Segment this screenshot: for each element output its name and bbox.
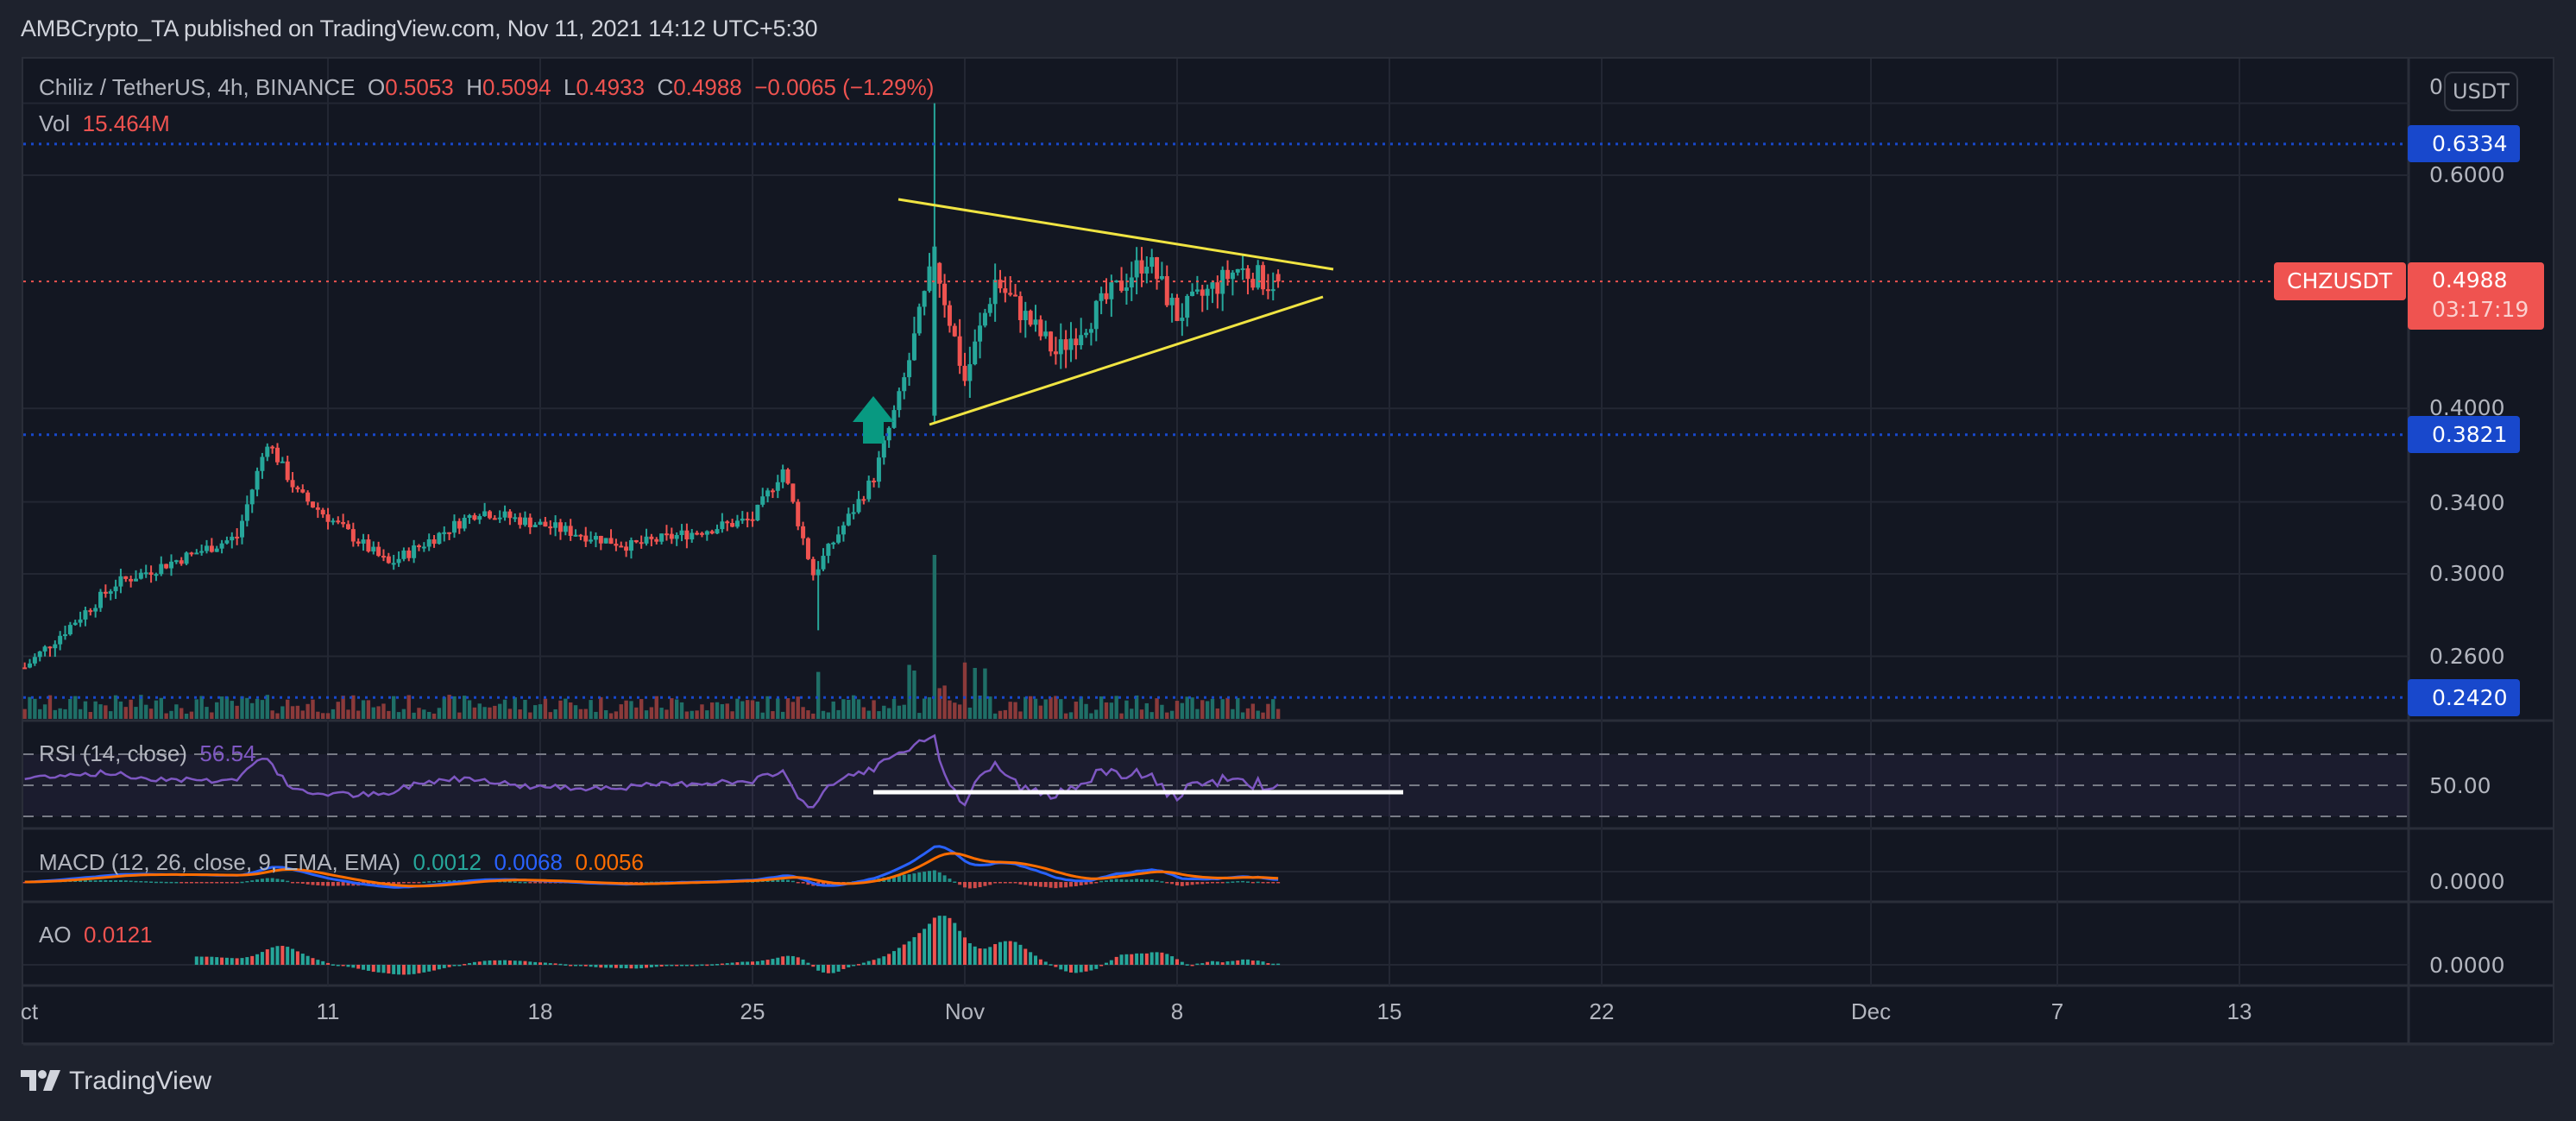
brand-name: TradingView (69, 1067, 212, 1095)
macd-hist-value: 0.0012 (413, 849, 482, 875)
macd-label[interactable]: MACD (12, 26, close, 9, EMA, EMA) (39, 849, 401, 875)
date-label: 7 (2050, 998, 2064, 1024)
volume-legend: Vol 15.464M (39, 110, 170, 137)
currency-button[interactable]: USDT (2444, 72, 2518, 111)
open-value: 0.5053 (385, 74, 454, 100)
symbol-legend: Chiliz / TetherUS, 4h, BINANCE O0.5053 H… (39, 74, 935, 100)
price-tick: 0.3000 (2429, 561, 2505, 586)
date-label: ct (20, 998, 39, 1024)
low-value: 0.4933 (576, 74, 645, 100)
rsi-axis-label: 50.00 (2429, 773, 2491, 798)
rsi-line (24, 734, 1279, 809)
price-tick: 0.3400 (2429, 490, 2505, 515)
publisher-header: AMBCrypto_TA published on TradingView.co… (21, 16, 818, 41)
rsi-value: 56.54 (199, 740, 256, 766)
change-value: −0.0065 (−1.29%) (754, 74, 935, 100)
date-label: 11 (316, 998, 340, 1024)
level-tag-0.6334[interactable]: 0.6334 (2408, 125, 2520, 162)
bar-countdown: 03:17:19 (2432, 297, 2529, 322)
symbol-price-tag[interactable]: CHZUSDT (2274, 262, 2406, 300)
date-label: 13 (2226, 998, 2252, 1024)
volume-value: 15.464M (82, 110, 170, 136)
price-tick: 0.2600 (2429, 644, 2505, 669)
ao-value: 0.0121 (84, 922, 153, 948)
last-price-tag[interactable]: 0.4988 03:17:19 (2408, 262, 2544, 330)
macd-line-value: 0.0068 (494, 849, 563, 875)
chart-frame (22, 57, 2554, 1044)
high-value: 0.5094 (482, 74, 551, 100)
level-tag-0.2420[interactable]: 0.2420 (2408, 679, 2520, 716)
macd-signal-line (24, 852, 1279, 888)
triangle-lower-trendline (929, 295, 1324, 426)
level-tag-0.3821[interactable]: 0.3821 (2408, 416, 2520, 453)
date-label: 15 (1376, 998, 1402, 1024)
macd-signal-value: 0.0056 (575, 849, 644, 875)
tradingview-logo-icon (21, 1070, 60, 1091)
ao-label[interactable]: AO (39, 922, 72, 948)
date-label: 22 (1589, 998, 1615, 1024)
ao-axis-label: 0.0000 (2429, 953, 2505, 978)
date-label: 18 (527, 998, 553, 1024)
price-tick-top: 0 (2429, 74, 2443, 99)
ao-legend: AO 0.0121 (39, 922, 153, 948)
volume-label[interactable]: Vol (39, 110, 71, 136)
rsi-legend: RSI (14, close) 56.54 (39, 740, 255, 767)
symbol-name[interactable]: Chiliz / TetherUS, 4h, BINANCE (39, 74, 356, 100)
candles (22, 103, 1281, 719)
date-label: 8 (1170, 998, 1184, 1024)
date-label: 25 (740, 998, 765, 1024)
rsi-label[interactable]: RSI (14, close) (39, 740, 187, 766)
macd-axis-label: 0.0000 (2429, 869, 2505, 894)
close-value: 0.4988 (673, 74, 742, 100)
date-label: Dec (1850, 998, 1892, 1024)
breakout-arrow-icon (853, 396, 894, 444)
macd-legend: MACD (12, 26, close, 9, EMA, EMA) 0.0012… (39, 849, 644, 876)
triangle-upper-trendline (898, 198, 1334, 271)
price-tick: 0.6000 (2429, 162, 2505, 187)
last-price-value: 0.4988 (2432, 268, 2508, 293)
tradingview-logo[interactable]: TradingView (21, 1067, 211, 1096)
date-label: Nov (944, 998, 986, 1024)
